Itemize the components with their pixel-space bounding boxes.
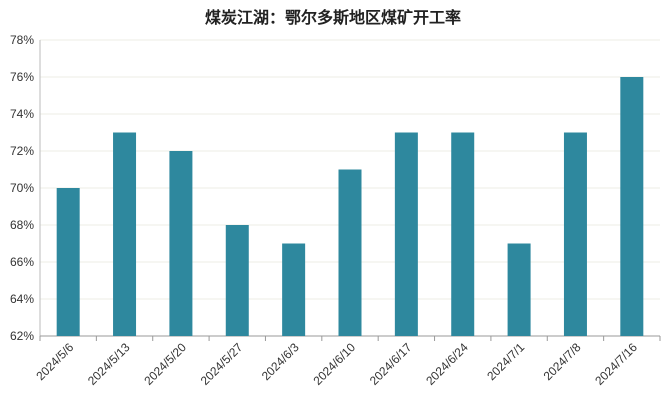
bar xyxy=(507,243,531,336)
y-tick-label: 74% xyxy=(10,107,34,121)
bar xyxy=(563,132,587,336)
x-tick-label: 2024/5/27 xyxy=(198,340,246,388)
x-tick-label: 2024/5/20 xyxy=(141,340,189,388)
x-tick-label: 2024/6/10 xyxy=(310,340,358,388)
bar xyxy=(169,151,193,336)
bar xyxy=(620,77,644,336)
y-tick-label: 76% xyxy=(10,70,34,84)
bar xyxy=(56,188,80,336)
bar xyxy=(338,169,362,336)
x-tick-label: 2024/5/6 xyxy=(33,340,76,383)
bar xyxy=(113,132,137,336)
bar xyxy=(225,225,249,336)
y-tick-label: 78% xyxy=(10,33,34,47)
y-tick-label: 64% xyxy=(10,292,34,306)
x-tick-label: 2024/7/8 xyxy=(541,340,584,383)
x-tick-label: 2024/7/16 xyxy=(592,340,640,388)
x-tick-label: 2024/6/24 xyxy=(423,340,471,388)
bar xyxy=(282,243,306,336)
y-tick-label: 70% xyxy=(10,181,34,195)
x-tick-label: 2024/6/3 xyxy=(259,340,302,383)
bar xyxy=(394,132,418,336)
x-tick-label: 2024/6/17 xyxy=(367,340,415,388)
bar xyxy=(451,132,475,336)
x-tick-label: 2024/7/1 xyxy=(484,340,527,383)
y-tick-label: 72% xyxy=(10,144,34,158)
y-tick-label: 62% xyxy=(10,329,34,343)
y-tick-label: 68% xyxy=(10,218,34,232)
chart-title: 煤炭江湖：鄂尔多斯地区煤矿开工率 xyxy=(204,10,461,27)
x-tick-label: 2024/5/13 xyxy=(85,340,133,388)
y-tick-label: 66% xyxy=(10,255,34,269)
